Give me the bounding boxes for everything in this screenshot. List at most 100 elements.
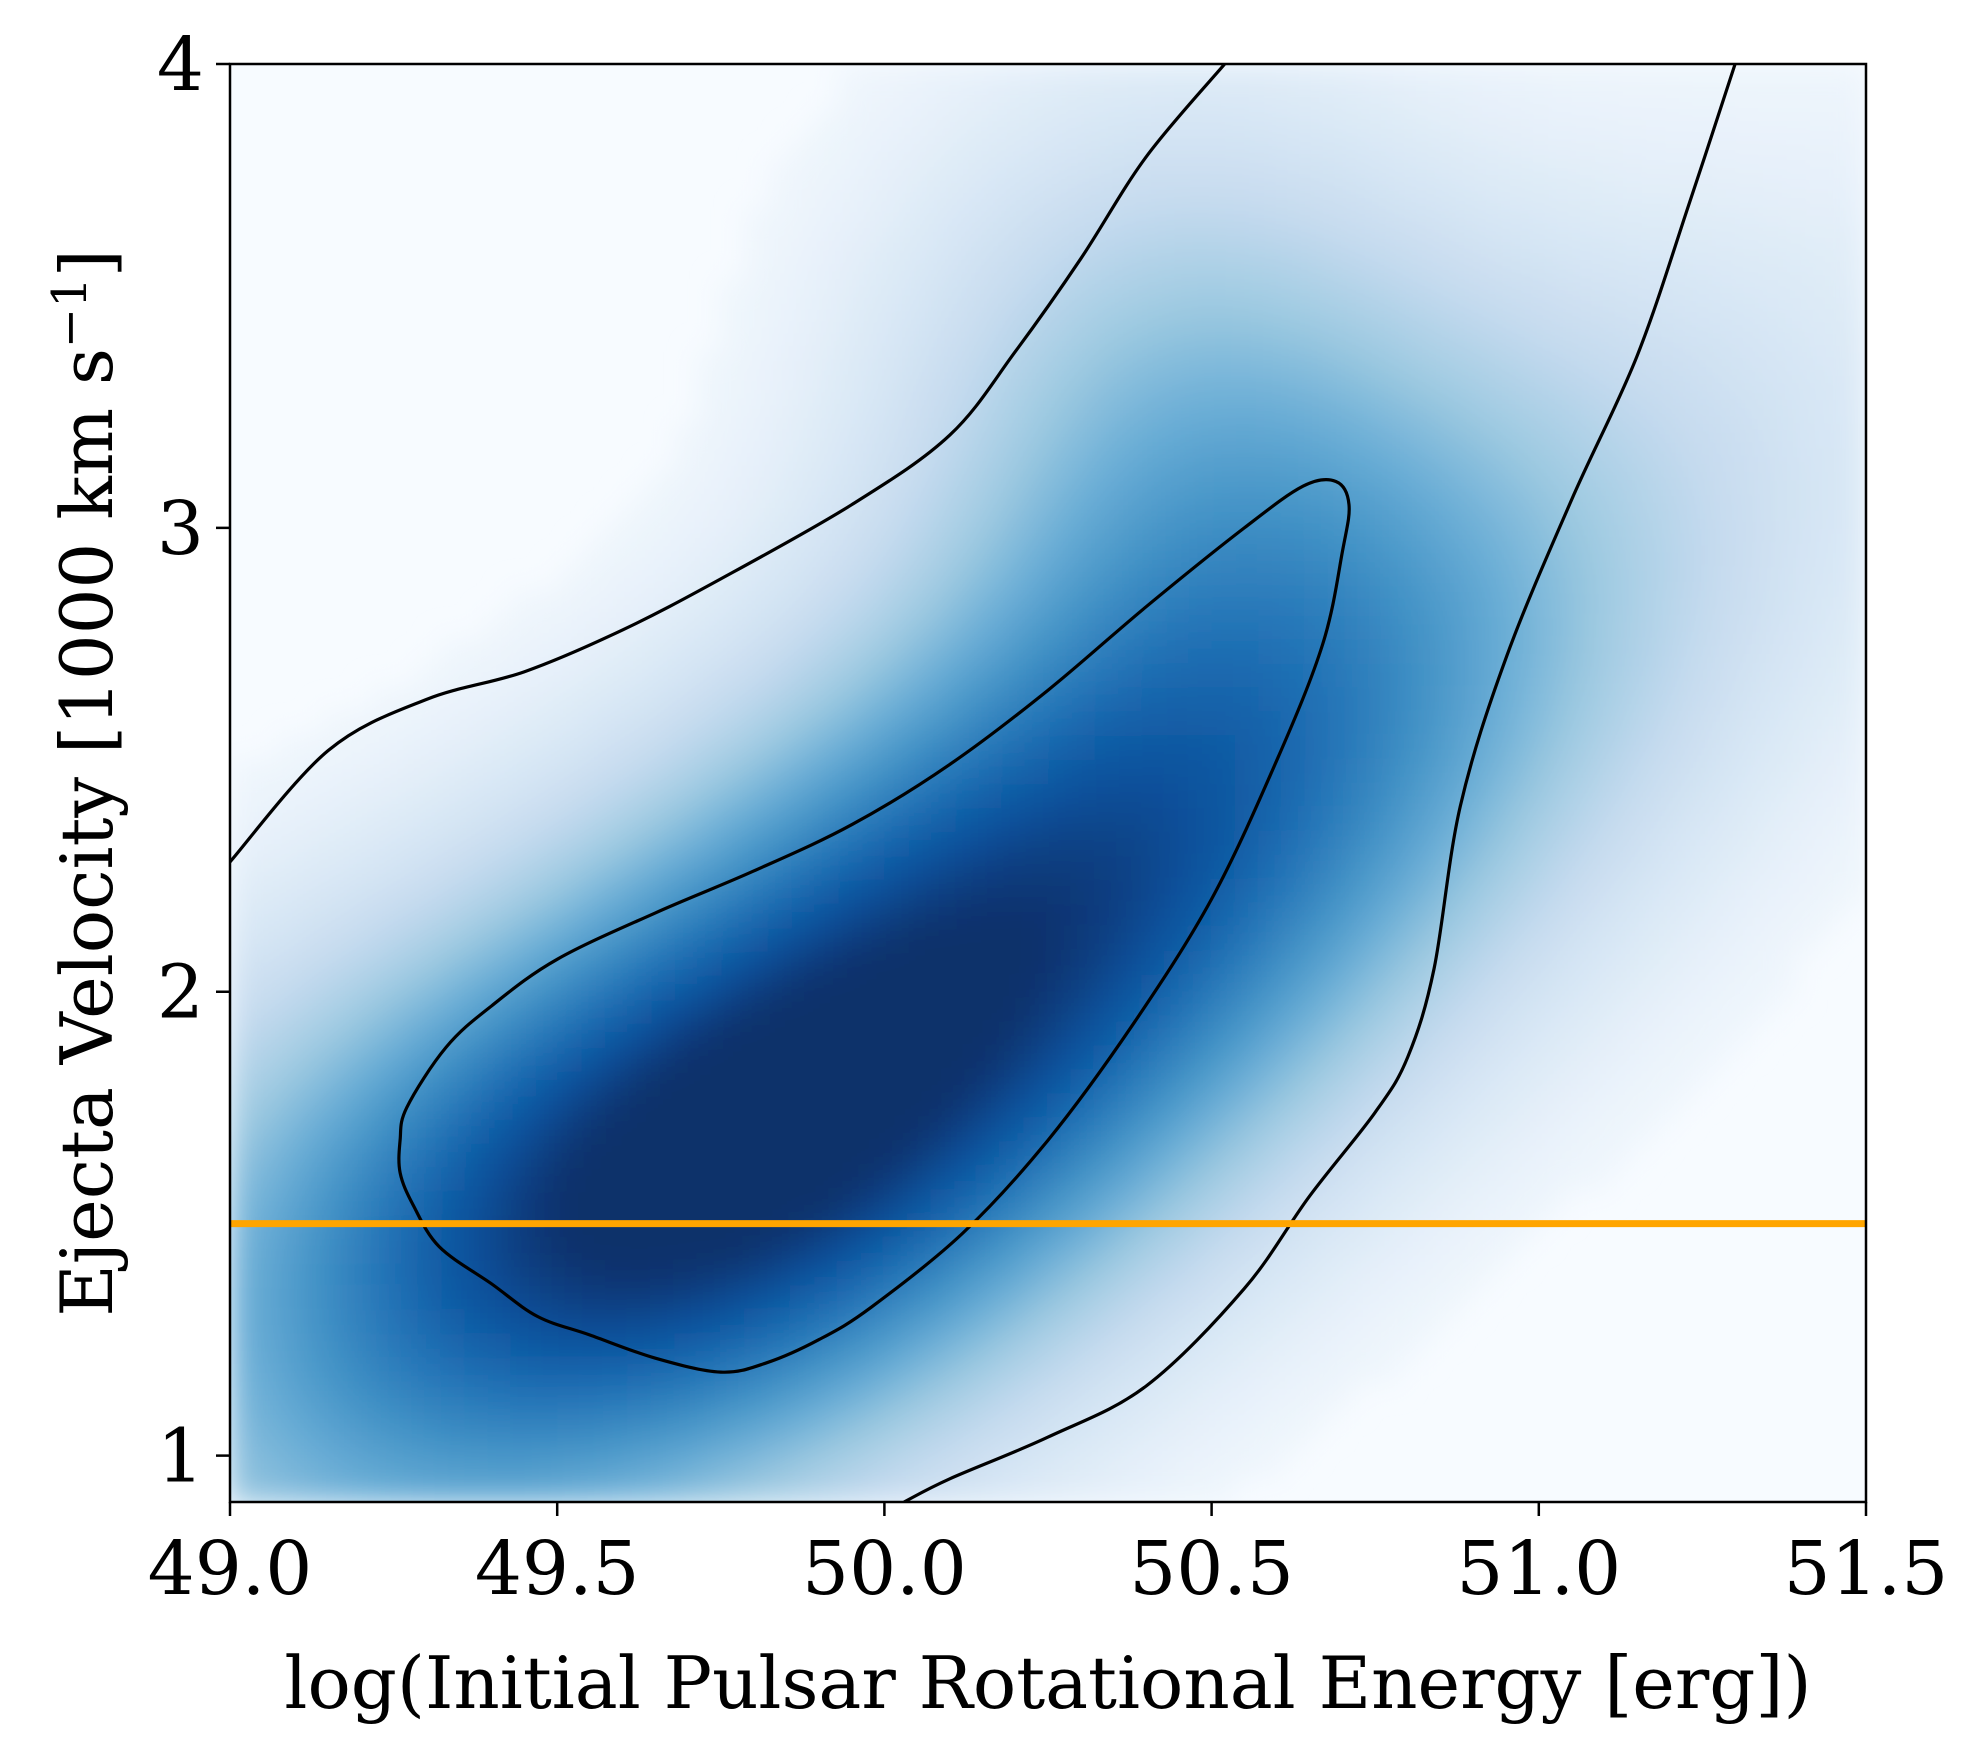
density-cell xyxy=(1305,1286,1330,1312)
density-cell xyxy=(697,902,722,928)
density-cell xyxy=(1725,759,1751,784)
density-cell xyxy=(744,1478,769,1502)
density-cell xyxy=(346,1046,372,1072)
density-cell xyxy=(1795,423,1821,449)
density-cell xyxy=(1141,1022,1166,1048)
density-cell xyxy=(1375,591,1400,617)
density-cell xyxy=(1328,135,1353,161)
density-cell xyxy=(1492,447,1517,473)
density-cell xyxy=(931,902,956,928)
density-cell xyxy=(1141,567,1166,593)
density-cell xyxy=(1608,303,1634,329)
density-cell xyxy=(1725,447,1751,473)
density-cell xyxy=(1281,663,1307,689)
density-cell xyxy=(463,759,489,784)
density-cell xyxy=(1258,615,1283,641)
density-cell xyxy=(907,687,933,713)
density-cell xyxy=(416,783,442,808)
density-cell xyxy=(1421,1046,1447,1072)
density-cell xyxy=(557,1238,582,1264)
density-cell xyxy=(1118,1478,1143,1502)
density-cell xyxy=(1048,207,1073,233)
density-cell xyxy=(1819,231,1844,257)
density-cell xyxy=(1749,399,1774,425)
density-cell xyxy=(1305,1118,1330,1144)
density-cell xyxy=(463,1094,489,1120)
density-cell xyxy=(1071,806,1096,832)
density-cell xyxy=(1375,351,1400,377)
density-cell xyxy=(1118,663,1143,689)
density-cell xyxy=(603,543,629,569)
density-cell xyxy=(1094,854,1120,880)
density-cell xyxy=(1608,111,1634,137)
density-cell xyxy=(580,1286,605,1312)
density-cell xyxy=(744,399,769,425)
density-cell xyxy=(1492,711,1517,737)
density-cell xyxy=(1118,375,1143,401)
density-cell xyxy=(1351,519,1377,545)
density-cell xyxy=(1001,471,1026,497)
density-cell xyxy=(790,1382,816,1408)
density-cell xyxy=(1702,806,1727,832)
density-cell xyxy=(1702,639,1727,665)
density-cell xyxy=(1071,64,1096,89)
density-cell xyxy=(1445,1070,1470,1096)
density-cell xyxy=(1118,830,1143,856)
density-cell xyxy=(1281,303,1307,329)
density-cell xyxy=(1515,207,1540,233)
density-cell xyxy=(1048,1454,1073,1480)
density-cell xyxy=(1679,327,1704,353)
density-cell xyxy=(1819,830,1844,856)
density-cell xyxy=(1538,830,1564,856)
density-cell xyxy=(1211,135,1236,161)
density-cell xyxy=(1048,1118,1073,1144)
density-cell xyxy=(977,495,1003,521)
density-cell xyxy=(1234,1166,1260,1192)
density-cell xyxy=(1305,1358,1330,1384)
density-cell xyxy=(1632,926,1657,952)
density-cell xyxy=(1562,1046,1587,1072)
density-cell xyxy=(1795,735,1821,761)
density-cell xyxy=(1445,639,1470,665)
density-cell xyxy=(1305,1070,1330,1096)
density-cell xyxy=(977,399,1003,425)
y-axis-label-close: ] xyxy=(45,249,129,277)
density-cell xyxy=(627,567,652,593)
density-cell xyxy=(1281,1286,1307,1312)
density-cell xyxy=(1795,926,1821,952)
density-cell xyxy=(697,974,722,1000)
density-cell xyxy=(1024,639,1049,665)
density-cell xyxy=(931,111,956,137)
density-cell xyxy=(767,1190,792,1216)
density-cell xyxy=(510,878,535,904)
density-cell xyxy=(1305,806,1330,832)
density-cell xyxy=(1118,279,1143,305)
density-cell xyxy=(323,1238,348,1264)
density-cell xyxy=(1001,255,1026,281)
density-cell xyxy=(1188,974,1213,1000)
density-cell xyxy=(1024,1382,1049,1408)
density-cell xyxy=(1398,806,1423,832)
density-cell xyxy=(837,231,863,257)
density-cell xyxy=(323,1262,348,1288)
density-cell xyxy=(1819,854,1844,880)
density-cell xyxy=(1819,279,1844,305)
density-cell xyxy=(790,998,816,1024)
density-cell xyxy=(931,663,956,689)
density-cell xyxy=(253,1262,278,1288)
density-cell xyxy=(440,1382,465,1408)
density-cell xyxy=(1281,1142,1307,1168)
density-cell xyxy=(1001,64,1026,89)
density-cell xyxy=(1515,830,1540,856)
density-cell xyxy=(1305,423,1330,449)
density-cell xyxy=(580,1358,605,1384)
density-cell xyxy=(440,1118,465,1144)
density-cell xyxy=(557,830,582,856)
density-cell xyxy=(1024,111,1049,137)
density-cell xyxy=(323,1358,348,1384)
density-cell xyxy=(1562,878,1587,904)
density-cell xyxy=(510,1238,535,1264)
density-cell xyxy=(1562,854,1587,880)
density-cell xyxy=(884,878,909,904)
density-cell xyxy=(1772,87,1797,113)
